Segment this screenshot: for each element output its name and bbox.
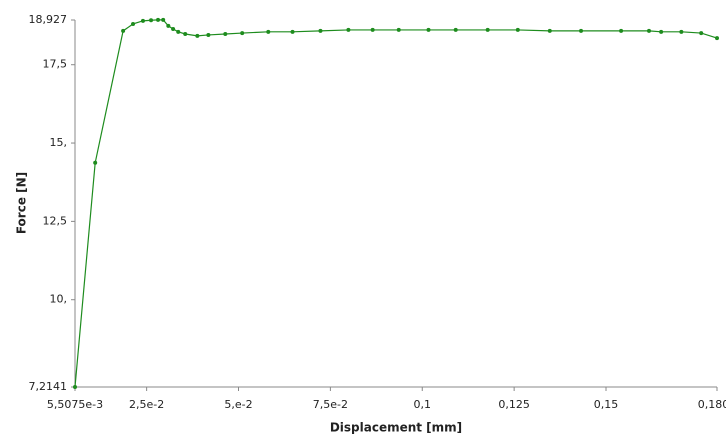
- point: [93, 160, 98, 165]
- point: [131, 21, 136, 26]
- point: [453, 27, 458, 32]
- x-tick-label: 5,5075e-3: [47, 398, 103, 411]
- y-tick-label: 12,5: [43, 214, 68, 227]
- point: [370, 27, 375, 32]
- point: [318, 28, 323, 33]
- point: [171, 26, 176, 31]
- point: [679, 29, 684, 34]
- x-tick-label: 0,125: [498, 398, 530, 411]
- y-tick-label: 7,2141: [29, 380, 68, 393]
- point: [183, 32, 188, 37]
- y-axis-title: Force [N]: [15, 172, 29, 234]
- point: [195, 33, 200, 38]
- point: [290, 29, 295, 34]
- point: [515, 27, 520, 32]
- y-tick-label: 15,: [50, 136, 68, 149]
- point: [156, 17, 161, 22]
- point: [647, 28, 652, 33]
- x-tick-label: 5,e-2: [224, 398, 252, 411]
- point: [699, 31, 704, 36]
- x-axis-title: Displacement [mm]: [330, 421, 462, 435]
- point: [659, 29, 664, 34]
- point: [396, 27, 401, 32]
- point: [161, 17, 166, 22]
- point: [426, 27, 431, 32]
- point: [485, 27, 490, 32]
- x-tick-label: 0,1802: [698, 398, 726, 411]
- x-tick-label: 0,1: [414, 398, 432, 411]
- point: [140, 18, 145, 23]
- x-tick-label: 7,5e-2: [313, 398, 348, 411]
- point: [346, 27, 351, 32]
- point: [223, 32, 228, 37]
- x-tick-label: 2,5e-2: [129, 398, 164, 411]
- y-tick-label: 10,: [50, 293, 68, 306]
- point: [206, 32, 211, 37]
- point: [176, 29, 181, 34]
- y-tick-label: 18,927: [29, 13, 68, 26]
- point: [619, 28, 624, 33]
- point: [121, 28, 126, 33]
- line: [74, 19, 718, 388]
- x-tick-label: 0,15: [594, 398, 619, 411]
- point: [73, 385, 77, 389]
- point: [166, 23, 171, 28]
- y-tick-label: 17,5: [43, 58, 68, 71]
- point: [266, 29, 271, 34]
- point: [240, 31, 245, 36]
- point: [547, 28, 552, 33]
- point: [715, 36, 719, 41]
- point: [149, 18, 154, 23]
- point: [579, 28, 584, 33]
